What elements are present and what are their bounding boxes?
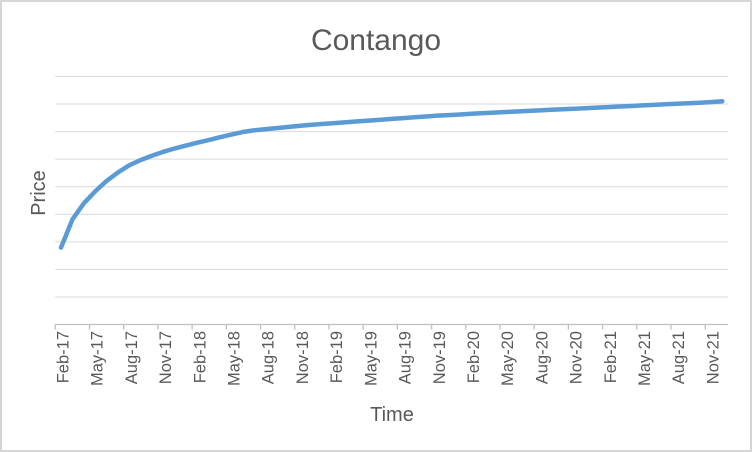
x-tick-label: Feb-21 — [602, 331, 620, 383]
x-tick-label: Aug-21 — [670, 331, 688, 384]
x-tick-label: Aug-20 — [533, 331, 551, 384]
x-axis-tick-labels: Feb-17 May-17 Aug-17 Nov-17 Feb-18 May-18 Aug-… — [54, 331, 722, 386]
x-tick-label: May-19 — [362, 331, 380, 386]
x-tick-label: Feb-17 — [54, 331, 72, 383]
x-tick-label: Aug-18 — [260, 331, 278, 384]
x-tick-label: May-21 — [636, 331, 654, 386]
x-tick-label: Aug-19 — [397, 331, 415, 384]
x-axis-tick-marks — [54, 324, 706, 330]
price-series — [58, 99, 725, 250]
x-tick-label: Feb-18 — [191, 331, 209, 383]
x-tick-label: May-17 — [89, 331, 107, 386]
horizontal-gridlines — [55, 76, 728, 298]
x-tick-label: May-18 — [225, 331, 243, 386]
x-tick-label: Nov-20 — [568, 331, 586, 384]
x-tick-label: Aug-17 — [123, 331, 141, 384]
x-tick-label: Nov-17 — [157, 331, 175, 384]
x-tick-label: Feb-19 — [328, 331, 346, 383]
y-axis-title: Price — [28, 170, 50, 216]
x-tick-label: Nov-18 — [294, 331, 312, 384]
chart-title: Contango — [311, 24, 441, 57]
price-series-line — [58, 99, 725, 250]
x-tick-label: Nov-19 — [431, 331, 449, 384]
x-axis-title: Time — [370, 404, 414, 426]
x-tick-label: May-20 — [499, 331, 517, 386]
x-tick-label: Nov-21 — [704, 331, 722, 384]
x-tick-label: Feb-20 — [465, 331, 483, 383]
